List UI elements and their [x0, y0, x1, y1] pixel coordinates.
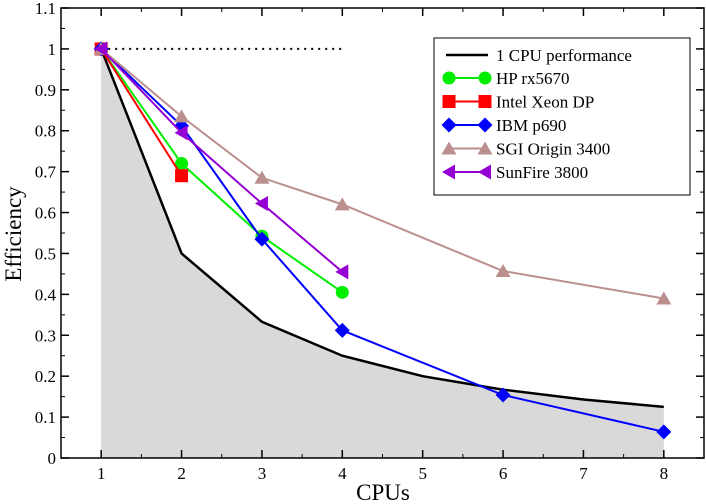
data-point-sgi-origin-3400-8	[656, 291, 672, 305]
legend: 1 CPU performance HP rx5670 Intel Xeon DP…	[433, 37, 691, 196]
data-point-ibm-p690-6	[495, 387, 511, 403]
y-tick-label-0-8: 0.8	[35, 122, 56, 141]
legend-label-sunfire-3800: SunFire 3800	[496, 163, 588, 182]
legend-marker-sgi-origin-3400-end	[477, 141, 493, 155]
legend-label-intel-xeon-dp: Intel Xeon DP	[496, 93, 594, 112]
series-line-ibm-p690	[100, 48, 665, 433]
data-point-sunfire-3800-4	[335, 264, 349, 280]
y-tick-label-1-1: 1.1	[35, 0, 56, 18]
series-layer	[93, 41, 672, 440]
x-tick-label-6: 6	[499, 464, 508, 483]
legend-label-1-cpu-performance: 1 CPU performance	[496, 46, 632, 65]
y-tick-label-0-5: 0.5	[35, 244, 56, 263]
legend-marker-ibm-p690-end	[477, 117, 493, 133]
series-sunfire-3800	[94, 41, 349, 280]
x-tick-label-8: 8	[660, 464, 669, 483]
x-tick-label-4: 4	[338, 464, 347, 483]
x-tick-label-5: 5	[418, 464, 427, 483]
x-axis-title: CPUs	[356, 480, 410, 504]
legend-label-hp-rx5670: HP rx5670	[496, 69, 570, 88]
y-tick-label-0-3: 0.3	[35, 326, 56, 345]
data-point-ibm-p690-8	[656, 424, 672, 440]
x-tick-label-1: 1	[97, 464, 106, 483]
legend-marker-hp-rx5670-end	[478, 71, 492, 85]
legend-label-sgi-origin-3400: SGI Origin 3400	[496, 140, 610, 159]
data-point-ibm-p690-4	[334, 322, 350, 338]
x-tick-label-2: 2	[177, 464, 186, 483]
legend-marker-intel-xeon-dp-end	[478, 95, 492, 108]
data-point-hp-rx5670-2	[175, 156, 189, 170]
x-tick-label-3: 3	[258, 464, 267, 483]
legend-marker-ibm-p690-start	[441, 117, 457, 133]
legend-marker-sgi-origin-3400-start	[441, 141, 457, 155]
y-axis: 0 0.1 0.2 0.3 0.4 0.5 0.6 0.7 0.8 0.9 1 1.1	[35, 0, 704, 468]
data-point-sgi-origin-3400-3	[254, 170, 270, 184]
series-line-hp-rx5670	[100, 48, 343, 294]
data-point-sgi-origin-3400-6	[495, 264, 511, 278]
one-cpu-area	[101, 48, 664, 459]
data-point-ibm-p690-3	[254, 231, 270, 247]
y-tick-label-0-2: 0.2	[35, 367, 56, 386]
x-tick-label-7: 7	[579, 464, 588, 483]
data-point-hp-rx5670-4	[335, 285, 349, 299]
one-cpu-performance-line	[100, 48, 664, 409]
legend-box	[433, 37, 691, 196]
series-line-sunfire-3800	[100, 48, 343, 273]
data-point-sunfire-3800-2	[174, 125, 188, 141]
series-line-sgi-origin-3400	[100, 48, 664, 300]
legend-marker-sunfire-3800-start	[442, 164, 455, 180]
y-tick-label-0-7: 0.7	[35, 163, 57, 182]
legend-marker-hp-rx5670-start	[442, 71, 456, 85]
data-point-intel-xeon-dp-2	[175, 169, 189, 183]
legend-marker-sunfire-3800-end	[478, 164, 491, 180]
series-line-intel-xeon-dp	[100, 48, 183, 177]
data-point-sunfire-3800-1	[94, 41, 108, 57]
y-tick-label-0-4: 0.4	[35, 285, 57, 304]
data-point-sunfire-3800-3	[254, 196, 268, 212]
y-tick-label-0-1: 0.1	[35, 408, 56, 427]
y-tick-label-1: 1	[48, 40, 57, 59]
y-tick-label-0: 0	[48, 449, 57, 468]
data-point-sgi-origin-3400-2	[174, 109, 190, 123]
y-axis-title: Efficiency	[1, 186, 26, 282]
y-tick-label-0-9: 0.9	[35, 81, 56, 100]
legend-label-ibm-p690: IBM p690	[496, 116, 566, 135]
legend-marker-intel-xeon-dp-start	[442, 95, 456, 108]
data-point-sgi-origin-3400-4	[334, 197, 350, 211]
x-axis: 1 2 3 4 5 6 7 8	[97, 8, 668, 483]
y-tick-label-0-6: 0.6	[35, 204, 56, 223]
